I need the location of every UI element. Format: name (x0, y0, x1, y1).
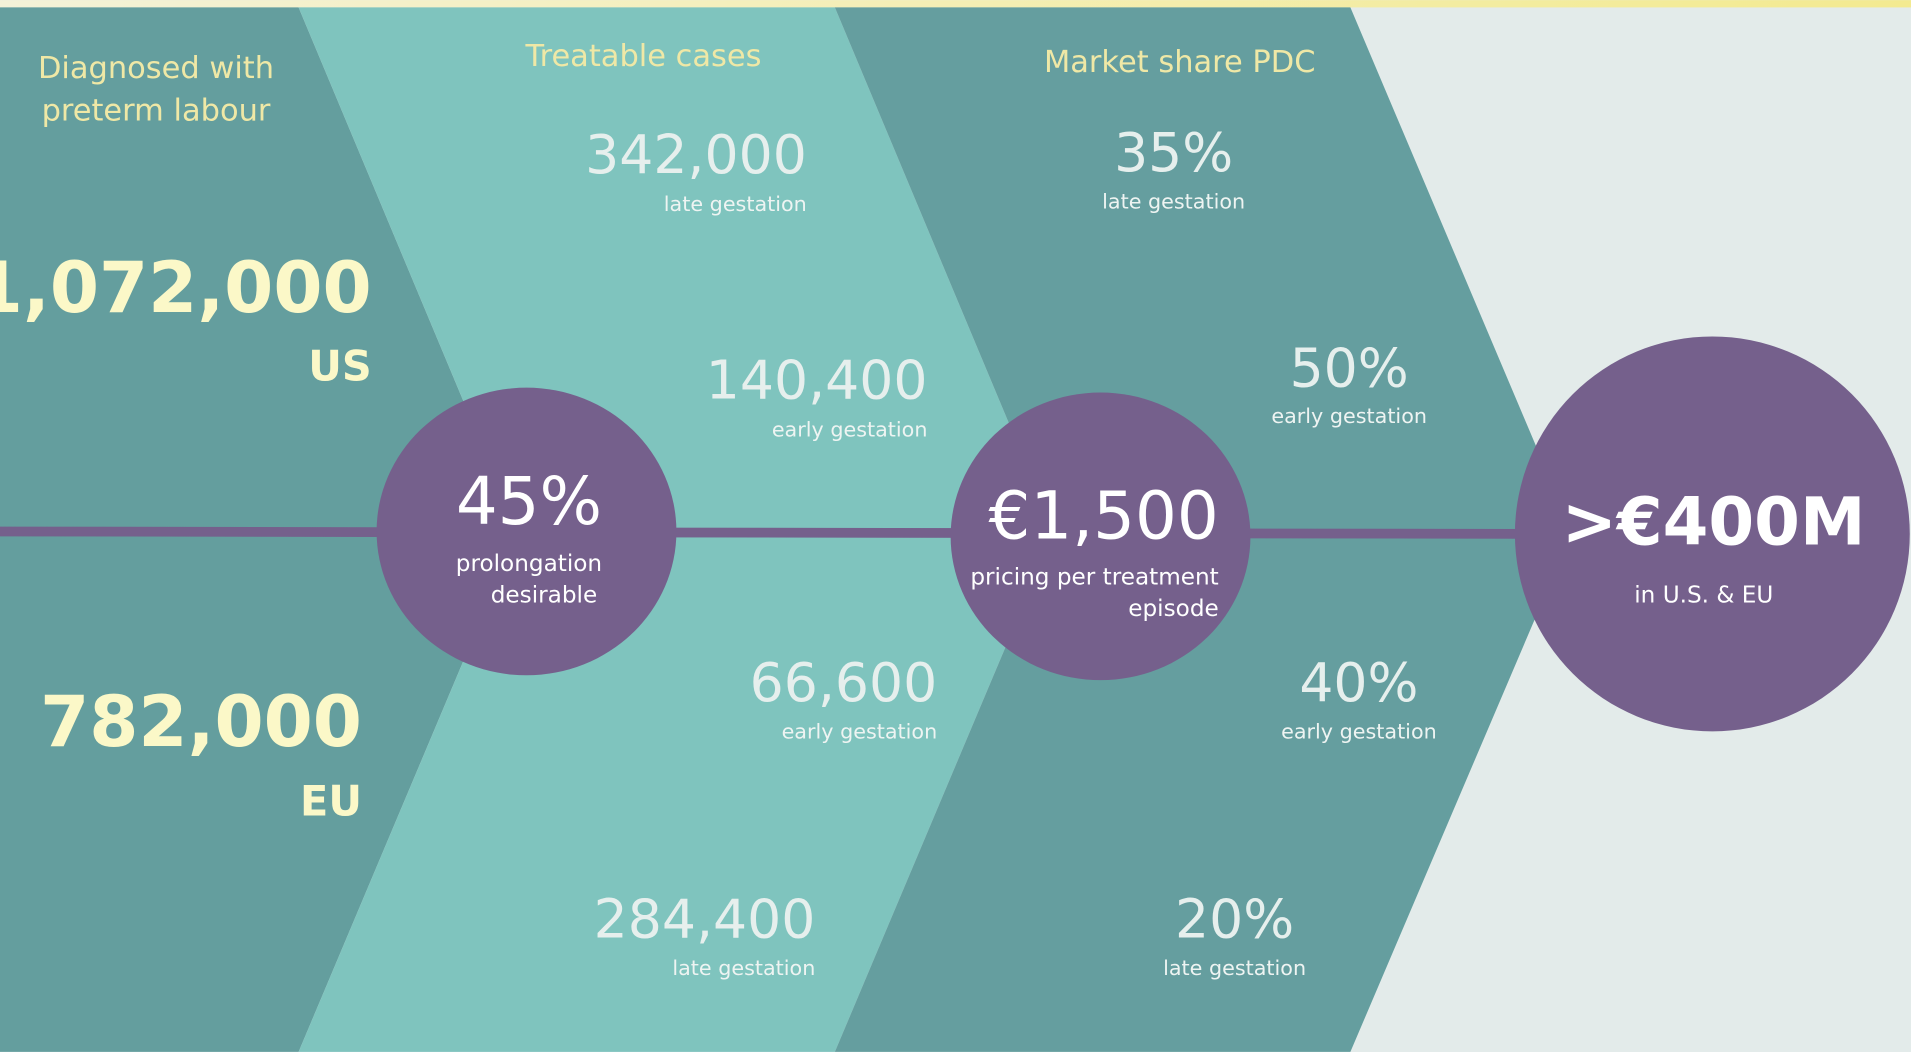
circle-label: pricing per treatment (970, 564, 1218, 590)
circle-value: 45% (456, 463, 602, 540)
circle-label: episode (1128, 596, 1219, 622)
region: US (308, 342, 371, 390)
value: 35% (1114, 121, 1233, 184)
circle-label: desirable (491, 583, 597, 609)
region: EU (300, 777, 362, 825)
stage-title: Treatable cases (524, 39, 761, 74)
label: early gestation (782, 720, 938, 744)
value: 66,600 (750, 651, 938, 714)
value: 50% (1290, 336, 1409, 399)
value: 1,072,000 (0, 246, 372, 329)
value: 782,000 (40, 680, 362, 763)
label: late gestation (672, 956, 815, 980)
value: 140,400 (706, 349, 928, 412)
circle (376, 387, 677, 676)
top-strip (0, 0, 1911, 8)
circle-value: >€400M (1562, 484, 1866, 561)
label: early gestation (1281, 720, 1437, 744)
label: late gestation (1163, 956, 1306, 980)
value: 40% (1299, 651, 1418, 714)
label: early gestation (1271, 404, 1427, 428)
value: 342,000 (585, 123, 807, 186)
connector (0, 526, 1585, 539)
circle (1514, 336, 1910, 732)
label: late gestation (1102, 189, 1245, 213)
circle-value: €1,500 (989, 478, 1219, 555)
stage-title: preterm labour (42, 94, 271, 129)
label: late gestation (664, 192, 807, 216)
value: 284,400 (594, 887, 816, 950)
circle-label: prolongation (456, 551, 602, 577)
circle (950, 392, 1251, 681)
stage-title: Diagnosed with (38, 51, 274, 86)
stage-title: Market share PDC (1044, 45, 1316, 80)
value: 20% (1175, 887, 1294, 950)
label: early gestation (772, 417, 928, 441)
circle-label: in U.S. & EU (1634, 583, 1773, 609)
